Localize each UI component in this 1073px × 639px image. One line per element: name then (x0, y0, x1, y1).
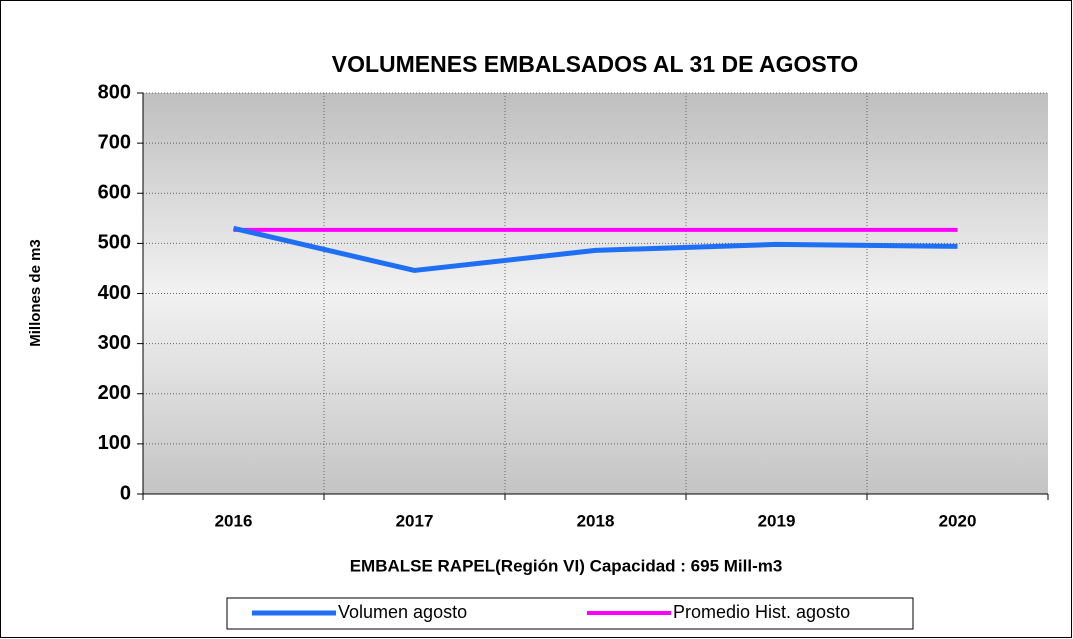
y-tick-label: 100 (98, 432, 131, 454)
y-tick-label: 700 (98, 131, 131, 153)
y-axis-label: Millones de m3 (27, 239, 44, 347)
y-tick-label: 800 (98, 81, 131, 103)
y-tick-label: 200 (98, 382, 131, 404)
x-tick-label: 2017 (396, 511, 434, 530)
x-tick-label: 2019 (758, 511, 796, 530)
x-tick-label: 2020 (939, 511, 977, 530)
y-tick-label: 500 (98, 232, 131, 254)
y-tick-label: 400 (98, 282, 131, 304)
y-tick-label: 300 (98, 332, 131, 354)
x-axis-label: EMBALSE RAPEL(Región VI) Capacidad : 695… (350, 556, 783, 575)
y-tick-label: 600 (98, 182, 131, 204)
series-line (232, 225, 958, 273)
legend-label: Promedio Hist. agosto (673, 602, 850, 622)
x-tick-label: 2018 (577, 511, 615, 530)
chart-title: VOLUMENES EMBALSADOS AL 31 DE AGOSTO (332, 51, 859, 77)
x-tick-label: 2016 (215, 511, 253, 530)
legend-label: Volumen agosto (338, 602, 467, 622)
y-tick-label: 0 (120, 482, 131, 504)
legend (226, 597, 914, 630)
